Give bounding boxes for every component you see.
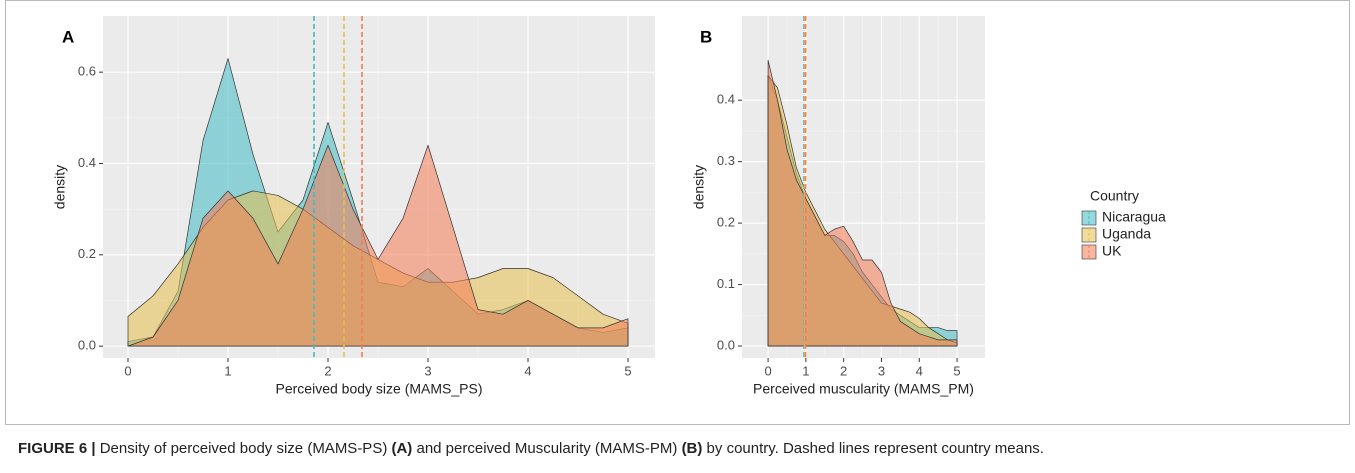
y-axis-title: density bbox=[52, 165, 68, 209]
caption: FIGURE 6 | Density of perceived body siz… bbox=[18, 440, 1044, 457]
caption-part: (A) bbox=[391, 440, 413, 457]
caption-part: and perceived Muscularity (MAMS-PM) bbox=[412, 440, 682, 457]
y-tick-label: 0.1 bbox=[717, 276, 735, 291]
legend-label: Uganda bbox=[1102, 226, 1151, 242]
x-tick-label: 3 bbox=[424, 363, 431, 378]
caption-part: FIGURE 6 | bbox=[18, 440, 96, 457]
figure: 0 1 2 3 4 5 0.0 0.2 0.4 0.6 A Perceived body size (… bbox=[5, 0, 1350, 425]
x-tick-label: 1 bbox=[224, 363, 231, 378]
x-tick-label: 5 bbox=[624, 363, 631, 378]
x-tick-label: 3 bbox=[878, 363, 885, 378]
legend-label: Nicaragua bbox=[1102, 209, 1166, 225]
y-axis-title: density bbox=[691, 165, 707, 209]
y-tick-label: 0.0 bbox=[717, 337, 735, 352]
x-tick-label: 5 bbox=[953, 363, 960, 378]
panel-label: B bbox=[700, 27, 712, 46]
y-tick-label: 0.2 bbox=[78, 246, 96, 261]
density-area bbox=[127, 144, 629, 347]
panel-label: A bbox=[62, 27, 74, 46]
figure-border bbox=[5, 0, 1350, 425]
x-tick-label: 0 bbox=[124, 363, 131, 378]
legend-label: UK bbox=[1102, 243, 1122, 259]
caption-part: Density of perceived body size (MAMS-PS) bbox=[95, 440, 392, 457]
x-tick-label: 0 bbox=[764, 363, 771, 378]
y-tick-label: 0.3 bbox=[717, 153, 735, 168]
caption-part: by country. Dashed lines represent count… bbox=[702, 440, 1044, 457]
legend-title: Country bbox=[1090, 188, 1139, 204]
density-area bbox=[767, 59, 958, 347]
y-tick-label: 0.2 bbox=[717, 215, 735, 230]
x-axis-title: Perceived body size (MAMS_PS) bbox=[276, 381, 483, 397]
x-tick-label: 2 bbox=[840, 363, 847, 378]
x-tick-label: 4 bbox=[524, 363, 531, 378]
x-tick-label: 1 bbox=[802, 363, 809, 378]
y-tick-label: 0.0 bbox=[78, 338, 96, 353]
x-axis-title: Perceived muscularity (MAMS_PM) bbox=[753, 381, 974, 397]
x-tick-label: 4 bbox=[916, 363, 923, 378]
y-tick-label: 0.4 bbox=[78, 155, 96, 170]
caption-part: (B) bbox=[681, 440, 703, 457]
y-tick-label: 0.4 bbox=[717, 92, 735, 107]
x-tick-label: 2 bbox=[324, 363, 331, 378]
y-tick-label: 0.6 bbox=[78, 64, 96, 79]
